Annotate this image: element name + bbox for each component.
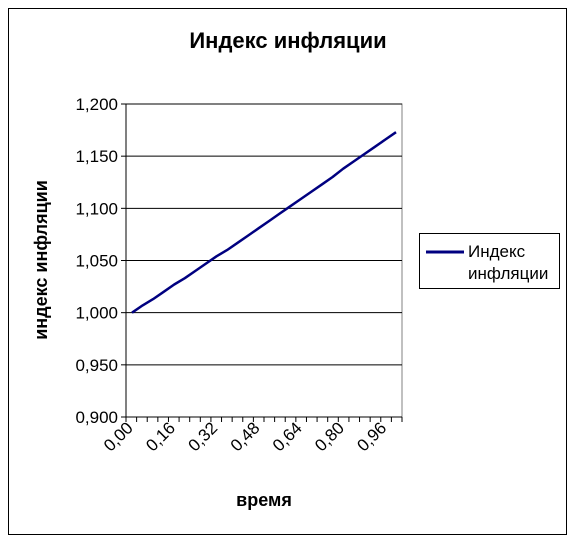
series-lines <box>131 131 397 314</box>
x-axis-title: время <box>236 490 292 510</box>
legend-box <box>419 233 560 289</box>
y-tick-label: 1,000 <box>75 304 118 323</box>
legend-label: Индекс инфляции <box>468 242 548 283</box>
y-tick-label: 1,150 <box>75 147 118 166</box>
y-tick-label: 0,900 <box>75 408 118 427</box>
legend-label-line-2: инфляции <box>468 264 548 283</box>
y-tick-labels: 0,900 0,950 1,000 1,050 1,100 1,150 1,200 <box>75 95 126 427</box>
y-tick-label: 1,100 <box>75 199 118 218</box>
y-tick-label: 1,050 <box>75 252 118 271</box>
legend-label-line-1: Индекс <box>468 242 526 261</box>
y-tick-label: 1,200 <box>75 95 118 114</box>
legend: Индекс инфляции <box>419 233 560 289</box>
y-axis-title: индекс инфляции <box>31 180 51 340</box>
series-line <box>131 131 397 314</box>
y-tick-label: 0,950 <box>75 356 118 375</box>
grid-lines <box>126 103 402 366</box>
chart-title: Индекс инфляции <box>189 28 386 53</box>
